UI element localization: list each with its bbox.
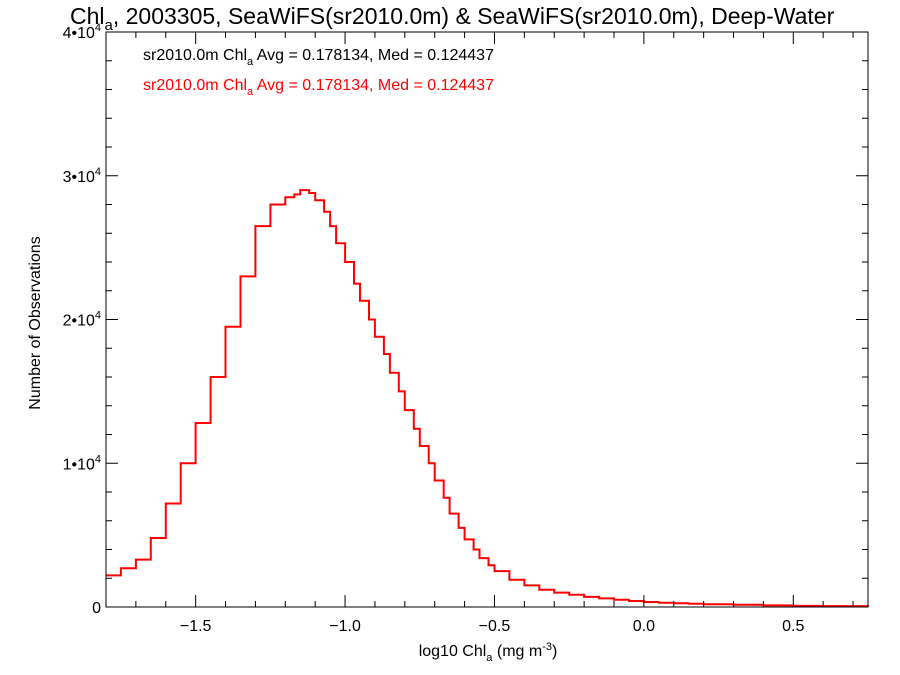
chart-title-rest: , 2003305, SeaWiFS(sr2010.0m) & SeaWiFS(… — [113, 3, 835, 29]
x-axis-label-superscript: -3 — [542, 641, 552, 653]
series-layer — [106, 189, 869, 608]
x-axis-label-subscript: a — [486, 652, 493, 664]
y-tick-label-3: 3•104 — [63, 166, 101, 186]
y-tick-label-0: 0 — [92, 600, 101, 617]
annotation-red-prefix: sr2010.0m Chl — [143, 77, 247, 94]
x-axis-label-mid: (mg m — [492, 643, 542, 660]
y-tick-label-2: 2•104 — [63, 310, 101, 330]
chart-title: Chla, 2003305, SeaWiFS(sr2010.0m) & SeaW… — [70, 3, 835, 34]
chart-title-prefix: Chl — [70, 3, 105, 29]
x-axis-label-suffix: ) — [552, 643, 557, 660]
x-tick-label-0: −1.5 — [180, 618, 212, 635]
x-axis-label-prefix: log10 Chl — [419, 643, 487, 660]
annotation-red: sr2010.0m Chla Avg = 0.178134, Med = 0.1… — [143, 77, 494, 98]
chart-title-subscript: a — [105, 17, 114, 34]
annotation-black-prefix: sr2010.0m Chl — [143, 47, 247, 64]
annotation-red-rest: Avg = 0.178134, Med = 0.124437 — [253, 77, 494, 94]
plot-frame — [105, 31, 869, 608]
annotation-black-subscript: a — [247, 56, 254, 68]
annotation-black-rest: Avg = 0.178134, Med = 0.124437 — [253, 47, 494, 64]
x-tick-label-3: 0.0 — [633, 618, 655, 635]
y-axis-label: Number of Observations — [27, 236, 44, 409]
x-tick-label-4: 0.5 — [782, 618, 804, 635]
axes-layer: −1.5 −1.0 −0.5 0.0 0.5 0 1•104 2•104 3•104 4•104 — [63, 22, 869, 635]
annotation-black: sr2010.0m Chla Avg = 0.178134, Med = 0.1… — [143, 47, 494, 68]
x-tick-label-2: −0.5 — [479, 618, 511, 635]
y-tick-label-1: 1•104 — [63, 453, 101, 473]
histogram-series-0 — [106, 189, 869, 608]
annotation-red-subscript: a — [247, 86, 254, 98]
x-tick-label-1: −1.0 — [329, 618, 361, 635]
x-axis-label: log10 Chla (mg m-3) — [419, 641, 558, 664]
y-tick-label-4: 4•104 — [63, 22, 101, 42]
